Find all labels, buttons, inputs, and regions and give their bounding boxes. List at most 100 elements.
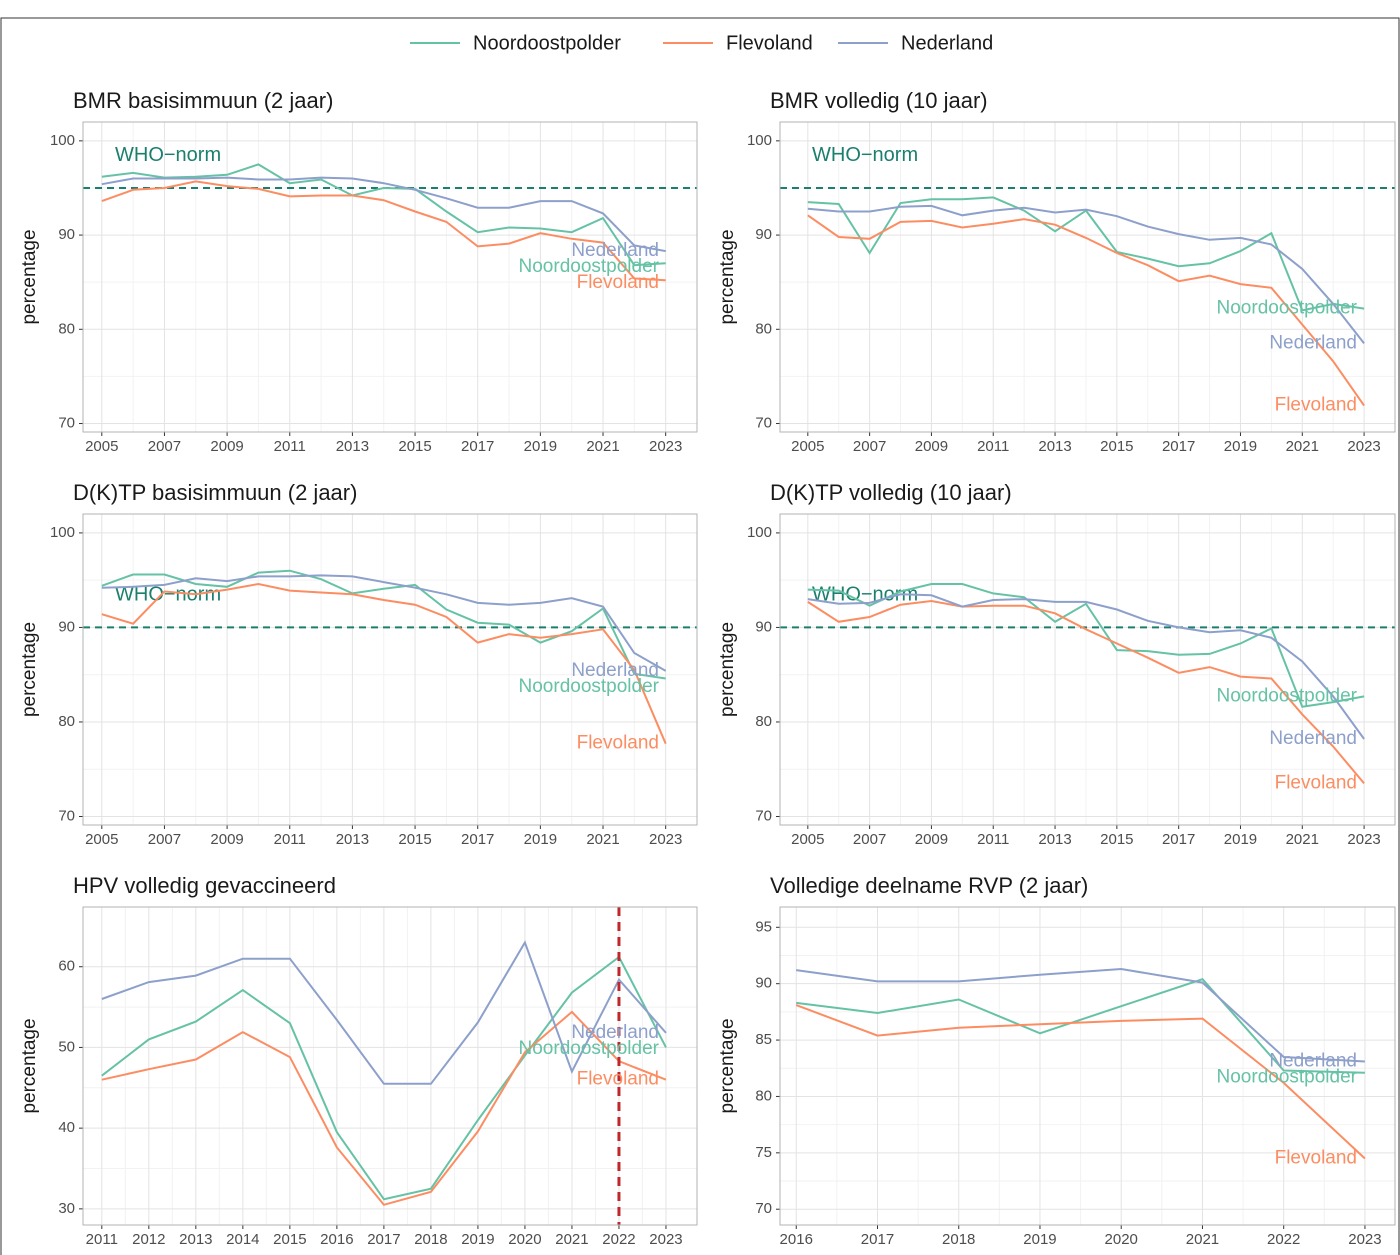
series-line — [101, 940, 667, 1085]
x-tick-label: 2023 — [1347, 831, 1380, 848]
panel-title: Volledige deelname RVP (2 jaar) — [770, 873, 1088, 898]
y-tick-label: 70 — [58, 807, 75, 824]
series-end-label: Flevoland — [577, 272, 659, 293]
x-tick-label: 2011 — [274, 831, 306, 848]
series-line — [101, 955, 667, 1201]
panel-title: BMR basisimmuun (2 jaar) — [73, 88, 333, 113]
x-tick-label: 2009 — [915, 438, 948, 455]
plot-border — [779, 121, 1396, 433]
y-tick-label: 90 — [58, 618, 75, 635]
x-tick-label: 2023 — [649, 1231, 682, 1248]
y-tick-label: 75 — [755, 1144, 772, 1161]
x-tick-label: 2014 — [226, 1231, 259, 1248]
x-tick-label: 2015 — [398, 831, 431, 848]
series-end-label: Nederland — [1269, 332, 1357, 353]
x-tick-label: 2007 — [148, 831, 181, 848]
series-line — [795, 1004, 1366, 1160]
x-tick-label: 2011 — [86, 1231, 118, 1248]
reference-label: WHO−norm — [812, 584, 918, 606]
y-tick-label: 90 — [755, 618, 772, 635]
y-axis-title: percentage — [19, 622, 40, 717]
x-tick-label: 2023 — [649, 438, 682, 455]
x-tick-label: 2019 — [461, 1231, 494, 1248]
y-axis-title: percentage — [717, 229, 738, 324]
x-tick-label: 2017 — [1162, 438, 1195, 455]
plot-background — [780, 907, 1395, 1225]
x-tick-label: 2017 — [1162, 831, 1195, 848]
x-tick-label: 2023 — [1348, 1231, 1381, 1248]
y-tick-label: 90 — [58, 226, 75, 243]
plot-border — [82, 513, 698, 826]
y-axis-title: percentage — [717, 1018, 738, 1113]
x-tick-label: 2007 — [148, 438, 181, 455]
x-tick-label: 2007 — [853, 831, 886, 848]
plot-panel: 70 80 90 100 2005 2007 2009 2011 2013 2015 2017 201… — [19, 480, 698, 848]
series-line — [101, 1010, 667, 1206]
x-tick-label: 2021 — [1186, 1231, 1219, 1248]
plot-background — [780, 122, 1395, 432]
y-tick-label: 100 — [50, 132, 75, 149]
y-tick-label: 50 — [58, 1038, 75, 1055]
x-tick-label: 2019 — [524, 831, 557, 848]
series-line — [101, 180, 666, 282]
x-tick-label: 2018 — [414, 1231, 447, 1248]
y-axis-title: percentage — [19, 1018, 40, 1113]
x-tick-label: 2009 — [210, 831, 243, 848]
series-line — [807, 214, 1365, 407]
y-tick-label: 40 — [58, 1119, 75, 1136]
plot-border — [82, 906, 698, 1226]
series-line — [796, 978, 1365, 1074]
x-tick-label: 2015 — [1100, 438, 1133, 455]
plot-background — [780, 514, 1395, 825]
y-tick-label: 85 — [755, 1031, 772, 1048]
y-tick-label: 80 — [755, 1087, 772, 1104]
x-tick-label: 2011 — [977, 831, 1009, 848]
series-end-label: Flevoland — [577, 1069, 659, 1090]
series-line — [101, 176, 666, 253]
series-end-label: Flevoland — [577, 733, 659, 754]
x-tick-label: 2005 — [791, 438, 824, 455]
plot-panel: 30 40 50 60 2011 2012 2013 2014 2015 2016 2017 2018… — [19, 873, 698, 1248]
x-tick-label: 2019 — [1224, 438, 1257, 455]
series-end-label: Noordoostpolder — [1217, 685, 1358, 706]
series-end-label: Noordoostpolder — [1217, 1067, 1358, 1088]
y-tick-label: 70 — [755, 807, 772, 824]
x-tick-label: 2005 — [791, 831, 824, 848]
x-tick-label: 2020 — [1105, 1231, 1138, 1248]
x-tick-label: 2021 — [1286, 831, 1319, 848]
y-tick-label: 90 — [755, 975, 772, 992]
reference-label: WHO−norm — [115, 584, 221, 606]
y-tick-label: 90 — [755, 226, 772, 243]
plot-panel: 70 80 90 100 2005 2007 2009 2011 2013 2015 2017 201… — [717, 88, 1396, 455]
y-tick-label: 100 — [747, 132, 772, 149]
legend-label: Flevoland — [726, 32, 813, 54]
x-tick-label: 2017 — [861, 1231, 894, 1248]
x-tick-label: 2023 — [1347, 438, 1380, 455]
x-tick-label: 2022 — [1267, 1231, 1300, 1248]
x-tick-label: 2013 — [179, 1231, 212, 1248]
y-tick-label: 70 — [755, 1200, 772, 1217]
plot-background — [83, 907, 697, 1225]
series-end-label: Nederland — [571, 240, 659, 261]
series-end-label: Noordoostpolder — [519, 1038, 660, 1059]
plot-panel: 70 75 80 85 90 95 2016 2017 2018 2019 2020 2021 2022… — [717, 873, 1396, 1248]
x-tick-label: 2017 — [461, 438, 494, 455]
y-tick-label: 30 — [58, 1200, 75, 1217]
x-tick-label: 2019 — [1224, 831, 1257, 848]
x-tick-label: 2009 — [915, 831, 948, 848]
x-tick-label: 2011 — [274, 438, 306, 455]
x-tick-label: 2015 — [398, 438, 431, 455]
x-tick-label: 2015 — [273, 1231, 306, 1248]
panel-title: D(K)TP basisimmuun (2 jaar) — [73, 480, 357, 505]
series-end-label: Noordoostpolder — [519, 676, 660, 697]
y-tick-label: 80 — [755, 320, 772, 337]
x-tick-label: 2017 — [367, 1231, 400, 1248]
series-end-label: Nederland — [1269, 1051, 1357, 1072]
x-tick-label: 2013 — [1038, 831, 1071, 848]
x-tick-label: 2015 — [1100, 831, 1133, 848]
x-tick-label: 2013 — [1038, 438, 1071, 455]
x-tick-label: 2021 — [1286, 438, 1319, 455]
y-tick-label: 80 — [755, 713, 772, 730]
plot-border — [82, 121, 698, 433]
